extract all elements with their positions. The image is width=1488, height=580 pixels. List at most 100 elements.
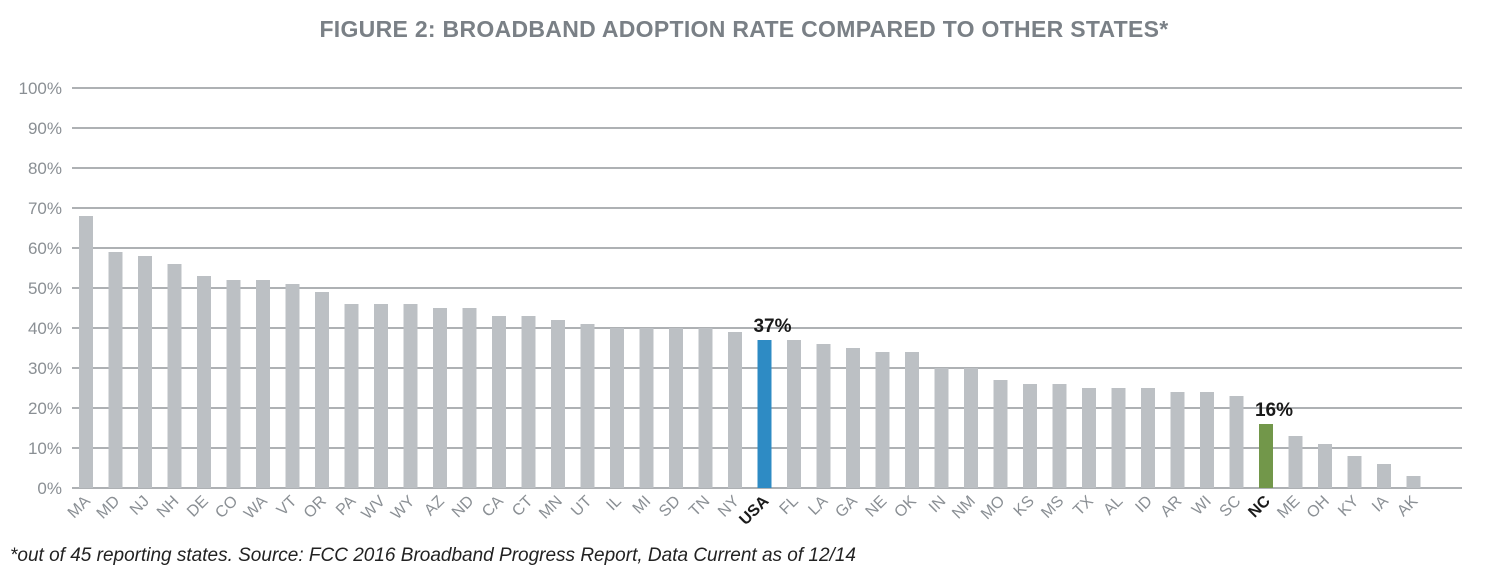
bar-id [1141, 388, 1155, 488]
bar-sc [1229, 396, 1244, 488]
x-tick-label: IN [926, 493, 949, 516]
bar-ms [1052, 384, 1067, 488]
bar-ok [905, 352, 919, 488]
x-tick-label: ID [1132, 493, 1155, 516]
x-tick-label: OR [301, 493, 330, 522]
bar-in [934, 368, 949, 488]
x-tick-label: KY [1335, 493, 1362, 520]
x-axis-ticks: MA MD NJ NH DE CO WA VT OR PA WV WY AZ ND CA CT MN UT IL MI… [65, 492, 1422, 528]
x-tick-label: OH [1304, 493, 1333, 522]
x-tick-label: MD [94, 493, 124, 523]
x-tick-label: PA [333, 493, 360, 520]
y-tick-label: 70% [28, 199, 62, 218]
x-tick-label: FL [777, 493, 802, 518]
bar-wi [1200, 392, 1214, 488]
data-label-nc: 16% [1255, 400, 1293, 421]
y-tick-label: 80% [28, 159, 62, 178]
bar-mi [639, 328, 654, 488]
bar-usa [757, 340, 772, 488]
x-tick-label: AR [1158, 493, 1186, 521]
x-tick-label: VT [274, 493, 301, 520]
y-tick-label: 10% [28, 439, 62, 458]
bar-nj [138, 256, 152, 488]
x-tick-label: WV [359, 493, 389, 523]
x-tick-label: NM [949, 493, 979, 523]
chart-footnote: *out of 45 reporting states. Source: FCC… [10, 545, 856, 566]
bar-md [108, 252, 123, 488]
bar-ky [1347, 456, 1362, 488]
bar-me [1288, 436, 1303, 488]
bar-nd [462, 308, 477, 488]
bar-ar [1170, 392, 1185, 488]
bar-de [197, 276, 211, 488]
x-tick-label: SD [656, 493, 684, 521]
bars [79, 216, 1421, 488]
bar-wy [403, 304, 418, 488]
y-axis-ticks: 0% 10% 20% 30% 40% 50% 60% 70% 80% 90% 100% [19, 79, 62, 498]
bar-mn [551, 320, 565, 488]
chart-title: FIGURE 2: BROADBAND ADOPTION RATE COMPAR… [319, 16, 1169, 42]
y-tick-label: 40% [28, 319, 62, 338]
x-tick-label: CO [212, 493, 241, 522]
y-tick-label: 50% [28, 279, 62, 298]
x-tick-label: MS [1038, 493, 1067, 522]
x-tick-label: ND [449, 493, 477, 521]
x-tick-label: NJ [127, 493, 153, 519]
x-tick-label: LA [805, 493, 831, 519]
x-tick-label: IA [1369, 493, 1392, 516]
x-tick-label: MN [536, 493, 566, 523]
x-tick-label: ME [1274, 493, 1303, 522]
x-tick-label: TN [686, 493, 713, 520]
x-tick-label: AZ [421, 493, 448, 520]
y-tick-label: 100% [19, 79, 62, 98]
data-labels: 37% 16% [753, 316, 1293, 421]
bar-nh [167, 264, 182, 488]
x-tick-label: KS [1011, 493, 1038, 520]
bar-tn [698, 328, 713, 488]
x-tick-label: IL [603, 493, 625, 515]
bar-il [610, 328, 624, 488]
x-tick-label: TX [1070, 493, 1097, 520]
bar-wa [256, 280, 270, 488]
bar-fl [787, 340, 801, 488]
bar-al [1111, 388, 1126, 488]
bar-ma [79, 216, 93, 488]
bar-ia [1377, 464, 1391, 488]
bar-tx [1082, 388, 1096, 488]
x-tick-label: CT [509, 493, 536, 520]
x-tick-label: DE [184, 493, 212, 521]
bar-co [226, 280, 241, 488]
x-tick-label: AK [1394, 493, 1421, 520]
bar-nc [1259, 424, 1273, 488]
y-tick-label: 0% [37, 479, 62, 498]
x-tick-label: NH [154, 493, 182, 521]
bar-or [315, 292, 329, 488]
x-tick-label: AL [1100, 493, 1126, 519]
x-tick-label: MO [978, 493, 1008, 523]
y-tick-label: 20% [28, 399, 62, 418]
x-tick-label: CA [479, 493, 507, 521]
bar-pa [344, 304, 359, 488]
bar-sd [669, 328, 683, 488]
bar-ks [1023, 384, 1037, 488]
bar-ut [580, 324, 595, 488]
x-tick-label: GA [832, 493, 861, 522]
x-tick-label: MA [65, 493, 94, 522]
x-tick-label: NC [1245, 492, 1274, 521]
bar-ga [846, 348, 860, 488]
y-tick-label: 90% [28, 119, 62, 138]
x-tick-label: UT [568, 493, 595, 520]
bar-la [816, 344, 831, 488]
bar-mo [993, 380, 1008, 488]
bar-vt [285, 284, 300, 488]
bar-wv [374, 304, 388, 488]
bar-ak [1406, 476, 1421, 488]
x-tick-label: WI [1189, 493, 1215, 519]
x-tick-label: WA [241, 493, 271, 523]
y-tick-label: 30% [28, 359, 62, 378]
bar-ne [875, 352, 890, 488]
x-tick-label: OK [891, 493, 920, 522]
bar-ca [492, 316, 506, 488]
bar-ct [521, 316, 536, 488]
